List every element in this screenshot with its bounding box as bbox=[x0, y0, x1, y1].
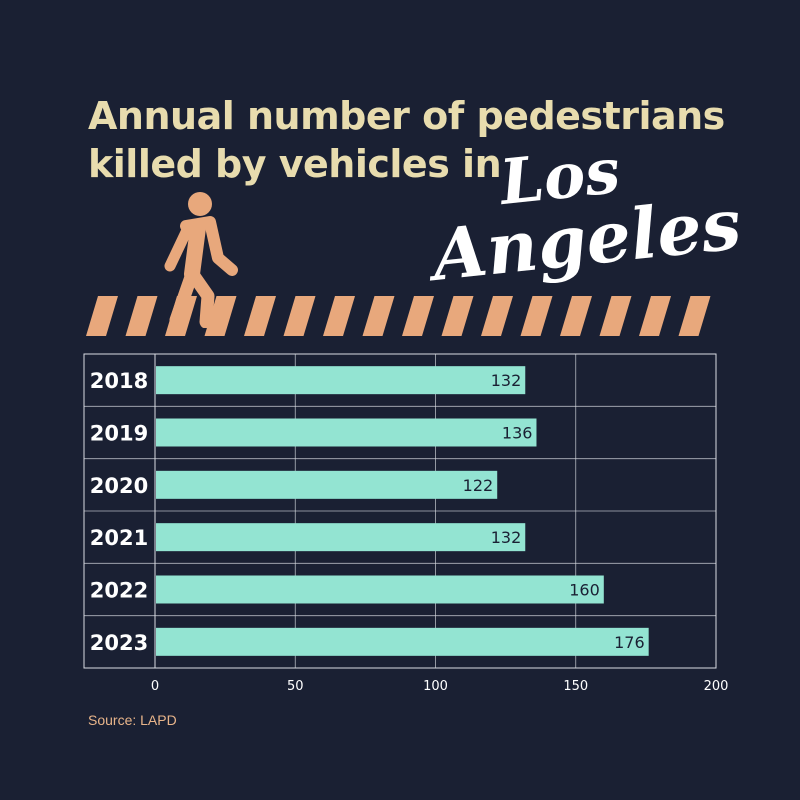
source-note: Source: LAPD bbox=[88, 712, 177, 728]
crosswalk-stripe bbox=[441, 296, 474, 336]
bar-2020 bbox=[156, 470, 498, 499]
crosswalk-stripe bbox=[244, 296, 276, 336]
value-label-2022: 160 bbox=[569, 581, 600, 600]
x-tick-label-0: 0 bbox=[151, 679, 159, 694]
category-label-2021: 2021 bbox=[90, 526, 148, 550]
crosswalk-stripe bbox=[204, 296, 237, 336]
crosswalk-stripe bbox=[323, 296, 355, 336]
category-label-2019: 2019 bbox=[90, 422, 148, 446]
x-tick-label-200: 200 bbox=[704, 679, 729, 694]
bar-2019 bbox=[156, 418, 537, 447]
title-line-1: Annual number of pedestrians bbox=[88, 94, 725, 138]
crosswalk-stripe bbox=[560, 296, 592, 336]
crosswalk-stripe bbox=[125, 296, 158, 336]
crosswalk-stripe bbox=[283, 296, 316, 336]
x-tick-label-150: 150 bbox=[563, 679, 588, 694]
value-label-2019: 136 bbox=[502, 424, 533, 443]
bar-2018 bbox=[156, 366, 526, 395]
category-label-2020: 2020 bbox=[90, 474, 148, 498]
crosswalk-stripe bbox=[639, 296, 671, 336]
crosswalk-stripe bbox=[678, 296, 711, 336]
crosswalk-stripes-icon bbox=[86, 296, 711, 336]
x-tick-label-100: 100 bbox=[423, 679, 448, 694]
crosswalk-stripe bbox=[402, 296, 434, 336]
value-label-2020: 122 bbox=[463, 476, 494, 495]
crosswalk-stripe bbox=[481, 296, 513, 336]
crosswalk-stripe bbox=[165, 296, 197, 336]
chart-title: Annual number of pedestrians killed by v… bbox=[88, 92, 748, 188]
category-label-2022: 2022 bbox=[90, 579, 148, 603]
title-line-2: killed by vehicles in bbox=[88, 142, 502, 186]
value-label-2021: 132 bbox=[491, 528, 522, 547]
bar-2022 bbox=[156, 575, 604, 604]
bar-2021 bbox=[156, 523, 526, 552]
crosswalk-stripe bbox=[599, 296, 632, 336]
category-label-2023: 2023 bbox=[90, 631, 148, 655]
value-label-2023: 176 bbox=[614, 633, 645, 652]
value-label-2018: 132 bbox=[491, 371, 522, 390]
crosswalk-stripe bbox=[520, 296, 553, 336]
crosswalk-stripe bbox=[86, 296, 118, 336]
category-label-2018: 2018 bbox=[90, 369, 148, 393]
x-tick-label-50: 50 bbox=[287, 679, 304, 694]
crosswalk-stripe bbox=[362, 296, 395, 336]
bar-2023 bbox=[156, 627, 649, 656]
